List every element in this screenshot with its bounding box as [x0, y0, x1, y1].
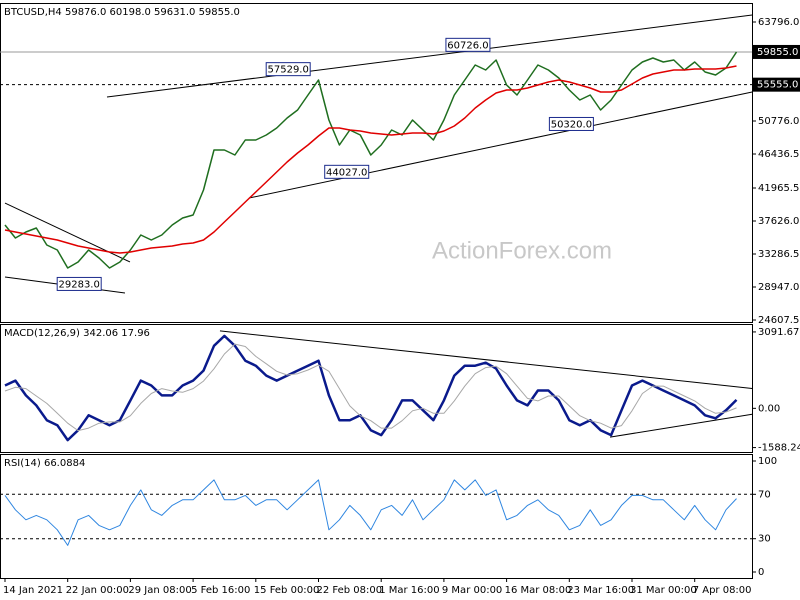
- level-box: [753, 77, 800, 92]
- annotation-label: 57529.0: [268, 65, 309, 76]
- y-tick-label: 3091.67: [758, 327, 799, 338]
- annotation-label: 50320.0: [551, 119, 592, 130]
- y-tick-label: 24607.5: [758, 315, 799, 326]
- price-panel: [0, 3, 753, 323]
- series-line: [4, 65, 737, 254]
- trendline: [219, 330, 753, 389]
- x-tick-label: 23 Mar 16:00: [567, 585, 634, 596]
- annotation-label: 60726.0: [447, 40, 488, 51]
- y-tick-label: 30: [758, 534, 771, 545]
- macd-panel: [0, 324, 753, 453]
- y-tick-label: 33286.5: [758, 249, 799, 260]
- y-tick-label: 100: [758, 456, 777, 467]
- annotation-box: [445, 37, 491, 52]
- series-line: [4, 51, 738, 269]
- x-tick-label: 5 Feb 16:00: [191, 585, 250, 596]
- y-tick-label: 41965.5: [758, 183, 799, 194]
- panel-title: RSI(14) 66.0884: [4, 458, 85, 469]
- x-tick-label: 15 Feb 00:00: [254, 585, 320, 596]
- x-tick-label: 9 Mar 00:00: [442, 585, 502, 596]
- trendline: [609, 413, 753, 438]
- x-tick-label: 31 Mar 00:00: [630, 585, 697, 596]
- x-tick-label: 22 Feb 08:00: [317, 585, 383, 596]
- x-tick-label: 22 Jan 00:00: [66, 585, 129, 596]
- y-tick-label: 37626.0: [758, 216, 799, 227]
- annotation-box: [324, 164, 370, 179]
- annotation-box: [265, 62, 311, 77]
- annotation-box: [548, 116, 594, 131]
- level-label: 59855.0: [757, 47, 798, 58]
- panel-title: BTCUSD,H4 59876.0 60198.0 59631.0 59855.…: [4, 7, 240, 18]
- annotation-label: 29283.0: [59, 279, 100, 290]
- y-tick-label: 0.00: [758, 403, 780, 414]
- level-label: 55555.0: [757, 80, 798, 91]
- rsi-panel: [0, 454, 753, 579]
- x-tick-label: 14 Jan 2021: [3, 585, 63, 596]
- x-tick-label: 1 Mar 16:00: [379, 585, 439, 596]
- panel-title: MACD(12,26,9) 342.06 17.96: [4, 328, 150, 339]
- series-line: [4, 343, 737, 432]
- x-tick-label: 7 Apr 08:00: [693, 585, 752, 596]
- trendline: [106, 14, 753, 98]
- y-tick-label: 70: [758, 489, 771, 500]
- annotation-box: [56, 276, 102, 291]
- x-tick-label: 29 Jan 08:00: [128, 585, 191, 596]
- y-tick-label: -1588.24: [758, 443, 800, 454]
- watermark: ActionForex.com: [432, 237, 612, 264]
- y-tick-label: 46436.5: [758, 149, 799, 160]
- y-tick-label: 0: [758, 567, 764, 578]
- level-box: [753, 44, 800, 59]
- series-line: [4, 479, 737, 546]
- y-tick-label: 28947.0: [758, 282, 799, 293]
- annotation-label: 44027.0: [326, 167, 367, 178]
- x-tick-label: 16 Mar 08:00: [505, 585, 572, 596]
- y-tick-label: 63796.0: [758, 17, 799, 28]
- trendline: [248, 91, 753, 199]
- y-tick-label: 50776.0: [758, 116, 799, 127]
